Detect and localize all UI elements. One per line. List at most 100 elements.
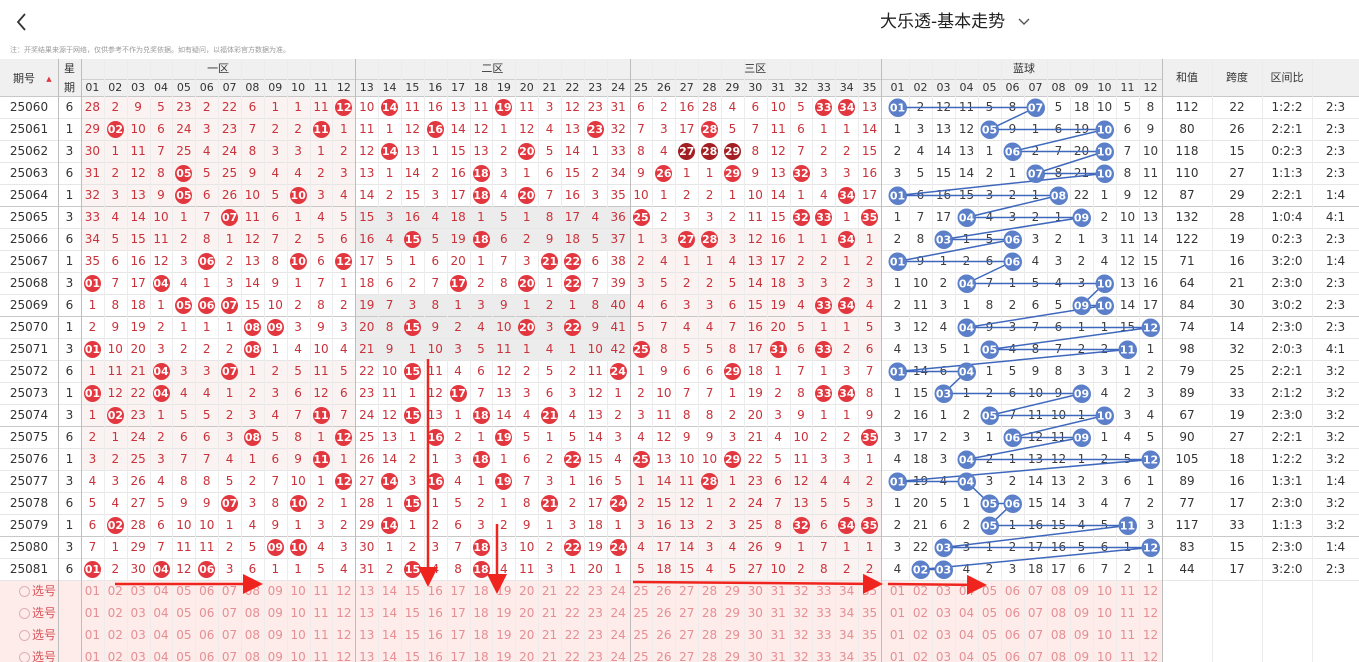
pick-blue-number[interactable]: 01	[889, 584, 906, 598]
select-label[interactable]: 选号	[32, 606, 57, 620]
pick-front-number[interactable]: 31	[770, 650, 786, 662]
pick-front-number[interactable]: 34	[839, 650, 855, 662]
select-label[interactable]: 选号	[32, 628, 57, 642]
pick-blue-number[interactable]: 10	[1096, 650, 1113, 662]
pick-front-number[interactable]: 26	[656, 584, 672, 598]
pick-front-number[interactable]: 10	[290, 628, 306, 642]
pick-front-number[interactable]: 29	[724, 584, 741, 598]
pick-blue-number[interactable]: 05	[981, 606, 998, 620]
pick-front-number[interactable]: 18	[473, 650, 489, 662]
chevron-left-icon[interactable]	[10, 8, 34, 36]
pick-front-number[interactable]: 22	[564, 650, 581, 662]
select-radio[interactable]	[19, 585, 30, 597]
pick-front-number[interactable]: 35	[861, 650, 878, 662]
pick-blue-number[interactable]: 11	[1119, 650, 1136, 662]
select-radio[interactable]	[19, 651, 30, 662]
pick-front-number[interactable]: 03	[130, 606, 146, 620]
pick-front-number[interactable]: 05	[176, 628, 192, 642]
pick-front-number[interactable]: 13	[359, 606, 375, 620]
pick-blue-number[interactable]: 09	[1073, 584, 1090, 598]
pick-front-number[interactable]: 01	[84, 650, 101, 662]
sort-icon[interactable]: ▲	[46, 75, 52, 83]
pick-front-number[interactable]: 14	[381, 584, 398, 598]
pick-front-number[interactable]: 20	[519, 628, 535, 642]
pick-front-number[interactable]: 24	[610, 606, 626, 620]
pick-front-number[interactable]: 19	[496, 606, 512, 620]
pick-front-number[interactable]: 31	[770, 628, 786, 642]
pick-blue-number[interactable]: 08	[1050, 584, 1067, 598]
pick-front-number[interactable]: 20	[519, 584, 535, 598]
pick-front-number[interactable]: 20	[519, 650, 535, 662]
pick-blue-number[interactable]: 03	[935, 650, 952, 662]
pick-front-number[interactable]: 08	[244, 628, 261, 642]
pick-front-number[interactable]: 34	[839, 584, 855, 598]
pick-front-number[interactable]: 10	[290, 606, 306, 620]
pick-blue-number[interactable]: 05	[981, 650, 998, 662]
pick-front-number[interactable]: 12	[336, 584, 352, 598]
pick-front-number[interactable]: 19	[496, 628, 512, 642]
pick-blue-number[interactable]: 07	[1027, 650, 1044, 662]
pick-front-number[interactable]: 02	[107, 606, 123, 620]
pick-front-number[interactable]: 30	[747, 606, 763, 620]
pick-blue-number[interactable]: 07	[1027, 606, 1044, 620]
pick-blue-number[interactable]: 06	[1004, 606, 1021, 620]
pick-front-number[interactable]: 16	[427, 584, 443, 598]
pick-blue-number[interactable]: 12	[1142, 606, 1159, 620]
pick-blue-number[interactable]: 08	[1050, 650, 1067, 662]
pick-front-number[interactable]: 11	[313, 606, 329, 620]
pick-front-number[interactable]: 23	[587, 650, 603, 662]
pick-front-number[interactable]: 12	[336, 650, 352, 662]
pick-front-number[interactable]: 15	[404, 606, 421, 620]
pick-front-number[interactable]: 27	[679, 650, 695, 662]
pick-front-number[interactable]: 34	[839, 606, 855, 620]
pick-blue-number[interactable]: 03	[935, 628, 952, 642]
pick-front-number[interactable]: 14	[381, 606, 398, 620]
pick-front-number[interactable]: 13	[359, 650, 375, 662]
pick-front-number[interactable]: 33	[816, 628, 832, 642]
pick-front-number[interactable]: 29	[724, 628, 741, 642]
pick-blue-number[interactable]: 04	[958, 584, 975, 598]
pick-blue-number[interactable]: 05	[981, 584, 998, 598]
pick-front-number[interactable]: 17	[450, 628, 466, 642]
pick-front-number[interactable]: 05	[176, 650, 192, 662]
pick-front-number[interactable]: 25	[633, 628, 649, 642]
pick-blue-number[interactable]: 07	[1027, 584, 1044, 598]
pick-front-number[interactable]: 16	[427, 606, 443, 620]
pick-blue-number[interactable]: 02	[912, 584, 929, 598]
pick-front-number[interactable]: 31	[770, 584, 786, 598]
pick-front-number[interactable]: 09	[267, 628, 283, 642]
pick-blue-number[interactable]: 07	[1027, 628, 1044, 642]
pick-front-number[interactable]: 05	[176, 606, 192, 620]
pick-front-number[interactable]: 28	[701, 650, 718, 662]
pick-blue-number[interactable]: 02	[912, 650, 929, 662]
pick-front-number[interactable]: 06	[199, 650, 215, 662]
pick-blue-number[interactable]: 03	[935, 606, 952, 620]
pick-blue-number[interactable]: 06	[1004, 650, 1021, 662]
pick-blue-number[interactable]: 09	[1073, 650, 1090, 662]
pick-front-number[interactable]: 07	[221, 584, 238, 598]
pick-blue-number[interactable]: 02	[912, 606, 929, 620]
pick-front-number[interactable]: 33	[816, 650, 832, 662]
pick-front-number[interactable]: 03	[130, 628, 146, 642]
pick-front-number[interactable]: 18	[473, 584, 489, 598]
pick-front-number[interactable]: 10	[290, 584, 306, 598]
select-radio[interactable]	[19, 629, 30, 641]
pick-front-number[interactable]: 29	[724, 606, 741, 620]
page-title[interactable]: 大乐透-基本走势	[880, 12, 1006, 32]
pick-front-number[interactable]: 09	[267, 584, 283, 598]
select-label[interactable]: 选号	[32, 650, 57, 662]
pick-blue-number[interactable]: 05	[981, 628, 998, 642]
pick-blue-number[interactable]: 10	[1096, 606, 1113, 620]
pick-front-number[interactable]: 31	[770, 606, 786, 620]
pick-front-number[interactable]: 15	[404, 628, 421, 642]
pick-front-number[interactable]: 13	[359, 584, 375, 598]
pick-front-number[interactable]: 21	[541, 628, 558, 642]
pick-front-number[interactable]: 28	[701, 584, 718, 598]
pick-front-number[interactable]: 30	[747, 650, 763, 662]
pick-front-number[interactable]: 09	[267, 650, 283, 662]
pick-front-number[interactable]: 02	[107, 584, 123, 598]
pick-front-number[interactable]: 01	[84, 628, 101, 642]
pick-blue-number[interactable]: 11	[1119, 628, 1136, 642]
pick-front-number[interactable]: 14	[381, 650, 398, 662]
pick-front-number[interactable]: 26	[656, 606, 672, 620]
